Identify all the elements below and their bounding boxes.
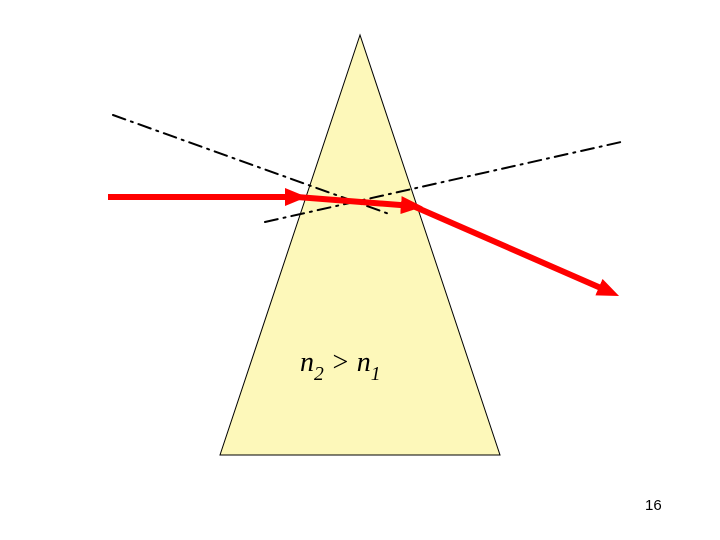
prism-refraction-diagram [0, 0, 720, 540]
ray-segment-3 [413, 206, 610, 292]
formula-gt: > [324, 347, 357, 378]
formula-n2-sym: n [357, 347, 371, 378]
formula-n1-sym: n [300, 347, 314, 378]
formula-sub-1: 1 [371, 364, 381, 385]
refractive-index-relation: n2 > n1 [300, 347, 381, 384]
prism-triangle [220, 35, 500, 455]
page-number: 16 [645, 497, 662, 514]
formula-sub-2: 2 [314, 364, 324, 385]
